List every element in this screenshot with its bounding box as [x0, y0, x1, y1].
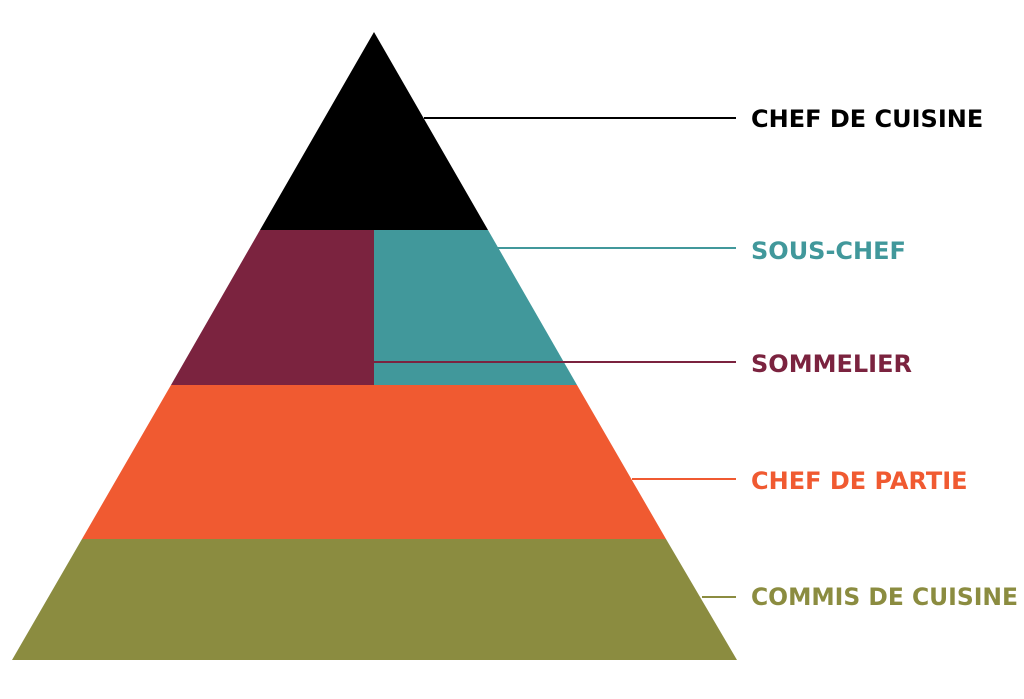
tier-chef-de-partie	[82, 385, 666, 539]
tier-sous-chef	[374, 230, 577, 385]
tier-chef-de-cuisine	[260, 32, 488, 230]
label-sommelier: SOMMELIER	[751, 350, 912, 378]
tier-commis-de-cuisine	[12, 539, 737, 660]
label-sous-chef: SOUS-CHEF	[751, 237, 906, 265]
tier-sommelier	[171, 230, 374, 385]
label-chef-de-partie: CHEF DE PARTIE	[751, 467, 968, 495]
label-commis-de-cuisine: COMMIS DE CUISINE	[751, 583, 1018, 611]
label-chef-de-cuisine: CHEF DE CUISINE	[751, 105, 983, 133]
